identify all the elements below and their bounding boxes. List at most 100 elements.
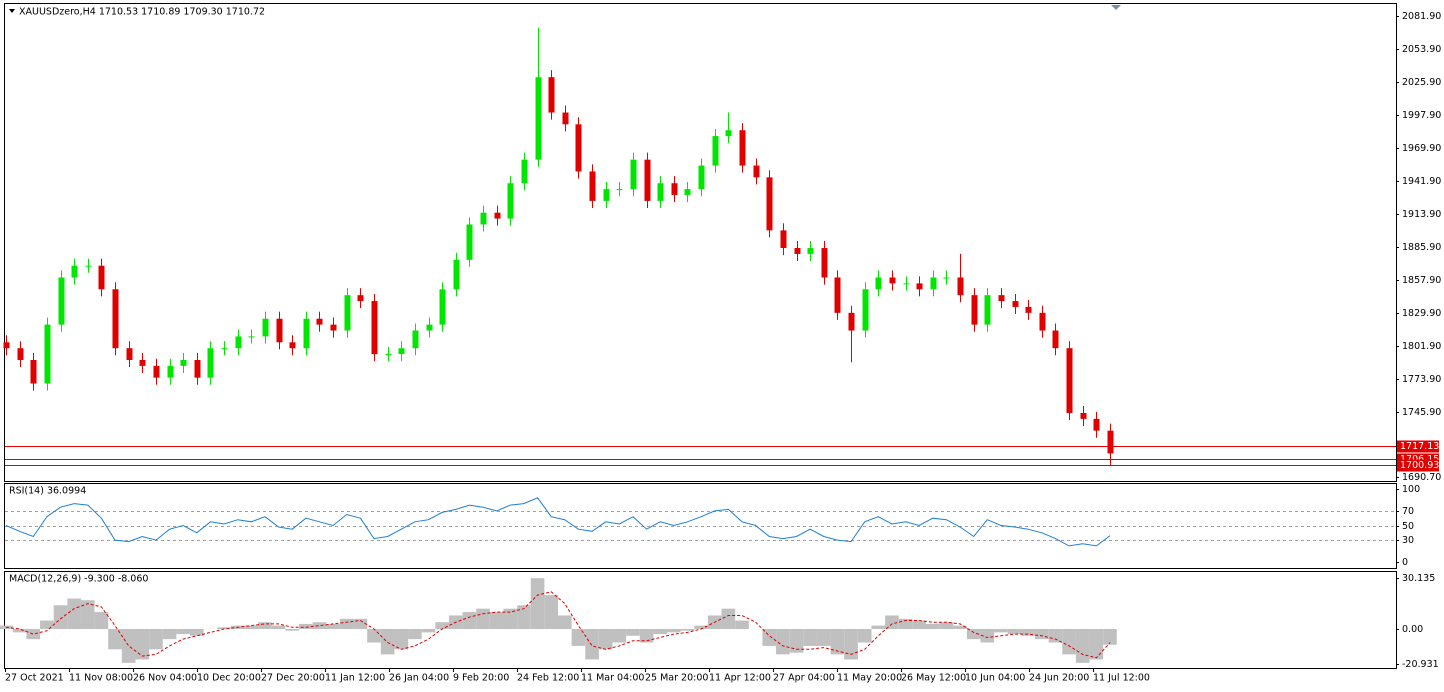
macd-bar: [776, 628, 790, 655]
candle-body: [916, 283, 923, 290]
y-tick-label: 2081.90: [1402, 11, 1441, 22]
candle-body: [507, 183, 514, 219]
macd-bar: [517, 605, 531, 629]
macd-bar: [994, 628, 1008, 633]
macd-bar: [598, 628, 613, 650]
macd-bar: [844, 628, 858, 660]
candle-body: [1066, 348, 1073, 414]
rsi-line: [5, 497, 1111, 547]
macd-bar: [244, 625, 259, 629]
y-tick-label: 1969.90: [1402, 143, 1441, 154]
x-tick-label: 27 Oct 2021: [5, 673, 64, 684]
candle-body: [780, 230, 787, 249]
price-level-box: [1397, 440, 1439, 453]
candle-body: [248, 336, 255, 338]
candle-body: [85, 265, 92, 267]
candle-body: [930, 277, 937, 290]
y-tick-label: 1801.90: [1402, 341, 1441, 352]
macd-bar: [258, 622, 272, 629]
candle-body: [30, 359, 37, 384]
candle-body: [903, 283, 910, 285]
macd-bar: [190, 628, 204, 636]
candle-body: [480, 212, 487, 225]
y-tick-label: 1857.90: [1402, 275, 1441, 286]
macd-bar: [94, 612, 109, 629]
candle-body: [657, 183, 664, 201]
price-level-label: 1700.93: [1400, 460, 1439, 471]
macd-bar: [121, 628, 136, 663]
y-tick-label: 1885.90: [1402, 242, 1441, 253]
macd-bar: [816, 628, 831, 646]
candle-body: [412, 330, 419, 349]
candle-body: [71, 265, 78, 278]
macd-bar: [544, 595, 558, 629]
macd-bar: [40, 620, 54, 629]
candle-body: [1093, 418, 1100, 431]
candle-body: [1052, 330, 1059, 349]
macd-bar: [530, 578, 545, 629]
candle-body: [943, 277, 950, 279]
macd-bar: [885, 615, 899, 629]
candle-body: [112, 289, 119, 349]
y-tick-label: 1997.90: [1402, 110, 1441, 121]
macd-bar: [462, 612, 477, 629]
candle-body: [44, 324, 51, 384]
candle-body: [766, 177, 773, 231]
macd-bar: [108, 628, 122, 650]
macd-bar: [217, 627, 231, 629]
macd-bar: [67, 598, 81, 629]
candle-body: [521, 159, 528, 184]
candle-body: [1012, 301, 1019, 307]
macd-bar: [1089, 628, 1104, 660]
candle-body: [644, 159, 651, 201]
y-tick-label: 50: [1402, 521, 1414, 532]
panel-title: XAUUSDzero,H4 1710.53 1710.89 1709.30 17…: [19, 7, 265, 18]
macd-panel-frame: [4, 571, 1397, 669]
macd-bar: [898, 618, 913, 629]
candle-body: [167, 365, 174, 378]
y-tick-label: 2025.90: [1402, 77, 1441, 88]
candle-body: [276, 318, 283, 343]
y-tick-label: 1941.90: [1402, 176, 1441, 187]
panel-title: MACD(12,26,9) -9.300 -8.060: [9, 574, 148, 585]
x-tick-label: 11 Jan 12:00: [325, 673, 385, 684]
macd-bar: [926, 623, 940, 629]
candle-body: [316, 318, 323, 325]
price-panel-frame: [4, 3, 1397, 482]
candle-body: [739, 130, 746, 166]
candle-body: [616, 189, 623, 191]
candle-body: [1025, 306, 1032, 313]
macd-bar: [762, 628, 777, 646]
macd-bar: [857, 628, 872, 643]
x-tick-label: 11 Jul 12:00: [1093, 673, 1150, 684]
candle-body: [807, 248, 814, 254]
macd-bar: [1035, 628, 1049, 640]
candle-body: [139, 359, 146, 366]
candle-body: [426, 324, 433, 331]
candle-body: [453, 259, 460, 290]
macd-bar: [380, 628, 395, 655]
macd-bar: [367, 628, 381, 643]
macd-bar: [694, 625, 708, 629]
macd-bar: [1103, 628, 1117, 645]
macd-bar: [408, 628, 422, 640]
y-tick-label: -20.931: [1402, 659, 1439, 670]
candle-body: [684, 189, 691, 196]
macd-bar: [639, 628, 654, 643]
macd-bar: [476, 608, 490, 629]
candle-body: [385, 354, 392, 356]
candle-body: [98, 265, 105, 290]
candle-body: [153, 365, 160, 378]
y-tick-label: 1829.90: [1402, 308, 1441, 319]
panel-title: RSI(14) 36.0994: [9, 486, 86, 497]
macd-bar: [285, 628, 300, 631]
macd-bar: [1007, 628, 1022, 635]
macd-bar: [299, 623, 313, 629]
macd-bar: [1021, 628, 1036, 636]
candle-body: [575, 124, 582, 172]
candle-body: [289, 342, 296, 349]
candle-body: [562, 112, 569, 125]
macd-bar: [135, 628, 150, 660]
y-tick-label: 30.135: [1402, 573, 1435, 584]
macd-bar: [26, 628, 41, 640]
